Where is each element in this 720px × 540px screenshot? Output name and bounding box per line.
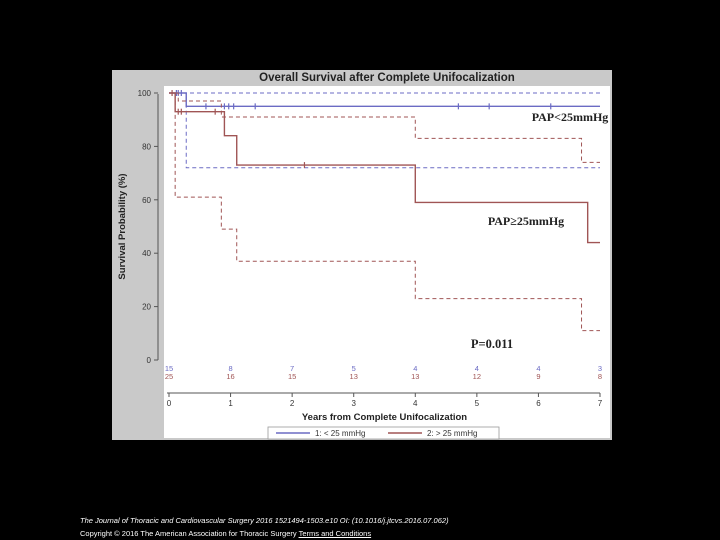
x-tick-label: 7	[598, 399, 603, 408]
x-tick-label: 1	[228, 399, 233, 408]
at-risk-count: 8	[598, 372, 602, 381]
at-risk-count: 4	[536, 364, 540, 373]
y-tick-label: 100	[138, 89, 152, 98]
x-axis-label: Years from Complete Unifocalization	[302, 412, 467, 423]
series-2-ci-upper	[169, 92, 600, 163]
copyright-text: Copyright © 2016 The American Associatio…	[80, 529, 299, 538]
series-1-curve-label: PAP<25mmHg	[532, 110, 609, 124]
legend-box	[267, 426, 500, 440]
series-2-curve-label: PAP≥25mmHg	[488, 214, 564, 228]
x-tick-label: 6	[536, 399, 541, 408]
legend-label-2: 2: > 25 mmHg	[427, 429, 477, 438]
at-risk-count: 25	[165, 372, 173, 381]
x-tick-label: 2	[290, 399, 295, 408]
journal-citation: The Journal of Thoracic and Cardiovascul…	[80, 516, 449, 525]
y-tick-label: 40	[142, 249, 151, 258]
chart-title: Overall Survival after Complete Unifocal…	[259, 72, 515, 84]
y-tick-label: 80	[142, 142, 151, 151]
at-risk-count: 12	[473, 372, 481, 381]
at-risk-count: 4	[413, 364, 417, 373]
at-risk-count: 15	[288, 372, 296, 381]
x-tick-label: 4	[413, 399, 418, 408]
y-axis-label: Survival Probability (%)	[117, 173, 128, 279]
y-tick-label: 60	[142, 196, 151, 205]
at-risk-count: 9	[536, 372, 540, 381]
at-risk-count: 4	[475, 364, 479, 373]
at-risk-count: 5	[352, 364, 356, 373]
x-tick-label: 5	[475, 399, 480, 408]
p-value-annotation: P=0.011	[471, 337, 513, 351]
x-tick-label: 0	[167, 399, 172, 408]
series-2-ci-lower	[169, 92, 600, 332]
at-risk-count: 16	[226, 372, 234, 381]
legend-label-1: 1: < 25 mmHg	[315, 429, 365, 438]
at-risk-count: 13	[350, 372, 358, 381]
y-tick-label: 0	[147, 356, 152, 365]
at-risk-count: 3	[598, 364, 602, 373]
x-tick-label: 3	[351, 399, 356, 408]
copyright-line: Copyright © 2016 The American Associatio…	[80, 529, 371, 538]
y-tick-label: 20	[142, 303, 151, 312]
at-risk-count: 8	[228, 364, 232, 373]
plot-panel	[164, 86, 610, 438]
at-risk-count: 7	[290, 364, 294, 373]
series-2-survival-line	[169, 92, 600, 244]
at-risk-count: 13	[411, 372, 419, 381]
km-chart: Overall Survival after Complete Unifocal…	[117, 72, 610, 440]
terms-and-conditions-link[interactable]: Terms and Conditions	[298, 529, 372, 538]
km-figure: Overall Survival after Complete Unifocal…	[112, 70, 612, 440]
at-risk-count: 15	[165, 364, 173, 373]
